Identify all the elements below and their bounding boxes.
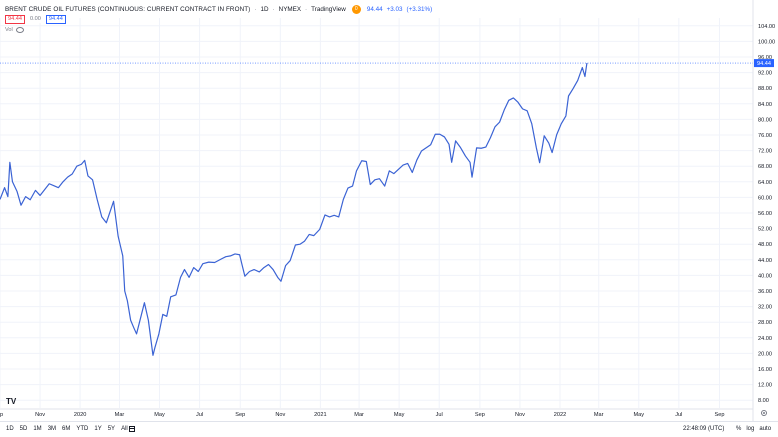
last-price-tag [754, 59, 774, 68]
auto-scale-toggle[interactable]: auto [759, 426, 772, 432]
exchange-label: NYMEX [278, 5, 302, 13]
chart-legend: BRENT CRUDE OIL FUTURES (CONTINUOUS: CUR… [5, 3, 432, 15]
y-tick-label: 104.00 [758, 24, 775, 30]
spread-value: 0.00 [28, 16, 43, 23]
y-tick-label: 100.00 [758, 39, 775, 45]
bottom-toolbar: 1D 5D 1M 3M 6M YTD 1Y 5Y All 22:48:09 (U… [0, 421, 778, 437]
legend-separator: · [305, 5, 308, 13]
time-axis[interactable]: ep Nov 2020 Mar May Jul Sep Nov 2021 Mar May Jul Sep… [0, 408, 753, 418]
y-tick-label: 64.00 [758, 180, 772, 186]
date-range-selector: 1D 5D 1M 3M 6M YTD 1Y 5Y All [6, 426, 128, 432]
range-1m-button[interactable]: 1M [33, 426, 42, 432]
y-tick-label: 8.00 [758, 398, 769, 404]
x-tick-label: Jul [675, 412, 682, 418]
x-tick-label: Sep [235, 412, 245, 418]
eye-icon[interactable] [15, 27, 24, 33]
y-tick-label: 40.00 [758, 273, 772, 279]
x-tick-label: Sep [715, 412, 725, 418]
x-tick-label: 2020 [74, 412, 86, 418]
buy-price-button[interactable]: 94.44 [45, 15, 66, 24]
range-all-button[interactable]: All [121, 426, 128, 432]
y-tick-label: 72.00 [758, 149, 772, 155]
y-tick-label: 96.00 [758, 55, 772, 61]
log-scale-toggle[interactable]: log [746, 426, 755, 432]
y-tick-label: 36.00 [758, 289, 772, 295]
range-1y-button[interactable]: 1Y [94, 426, 102, 432]
y-tick-label: 12.00 [758, 383, 772, 389]
scale-options: % log auto [736, 426, 771, 432]
clock-display[interactable]: 22:48:09 (UTC) [683, 426, 725, 432]
order-boxes: 94.44 0.00 94.44 [5, 15, 66, 24]
x-tick-label: ep [0, 412, 3, 418]
x-tick-label: May [633, 412, 644, 418]
legend-separator: · [272, 5, 275, 13]
y-tick-label: 32.00 [758, 305, 772, 311]
symbol-title[interactable]: BRENT CRUDE OIL FUTURES (CONTINUOUS: CUR… [5, 5, 251, 13]
x-tick-label: May [394, 412, 405, 418]
status-badge[interactable]: 0 [351, 4, 361, 14]
y-tick-label: 76.00 [758, 133, 772, 139]
x-tick-label: Mar [594, 412, 604, 418]
series-layer [0, 62, 588, 356]
volume-label: Vol [5, 27, 13, 33]
x-tick-label: 2021 [314, 412, 326, 418]
y-tick-label: 84.00 [758, 102, 772, 108]
y-tick-label: 28.00 [758, 320, 772, 326]
y-tick-label: 44.00 [758, 258, 772, 264]
y-tick-label: 16.00 [758, 367, 772, 373]
y-tick-label: 88.00 [758, 86, 772, 92]
range-5y-button[interactable]: 5Y [107, 426, 116, 432]
last-price-tag-label: 94.44 [757, 61, 771, 67]
x-tick-label: Nov [515, 412, 525, 418]
y-tick-label: 80.00 [758, 117, 772, 123]
x-tick-label: Jul [196, 412, 203, 418]
y-tick-label: 52.00 [758, 227, 772, 233]
calendar-icon[interactable] [129, 426, 135, 432]
x-tick-label: Nov [35, 412, 45, 418]
x-tick-label: Sep [475, 412, 485, 418]
volume-indicator[interactable]: Vol [5, 27, 24, 33]
range-5d-button[interactable]: 5D [19, 426, 28, 432]
last-price-value: 94.44 [366, 5, 383, 13]
y-tick-label: 48.00 [758, 242, 772, 248]
sell-price-button[interactable]: 94.44 [5, 15, 25, 24]
range-3m-button[interactable]: 3M [47, 426, 57, 432]
x-tick-label: Nov [275, 412, 285, 418]
y-tick-label: 60.00 [758, 195, 772, 201]
x-tick-label: 2022 [554, 412, 566, 418]
last-price-layer: 94.44 [0, 59, 774, 68]
interval-label[interactable]: 1D [260, 5, 269, 13]
legend-separator: · [254, 5, 257, 13]
y-tick-label: 68.00 [758, 164, 772, 170]
gear-icon[interactable] [761, 410, 767, 416]
range-ytd-button[interactable]: YTD [76, 426, 89, 432]
source-label: TradingView [311, 5, 346, 13]
x-tick-label: Mar [115, 412, 125, 418]
y-tick-label: 20.00 [758, 351, 772, 357]
price-change: +3.03 [386, 5, 403, 13]
x-tick-label: Mar [354, 412, 364, 418]
range-6m-button[interactable]: 6M [62, 426, 71, 432]
tradingview-logo: TV [6, 397, 17, 406]
y-tick-label: 92.00 [758, 71, 772, 77]
x-tick-label: May [154, 412, 165, 418]
range-1d-button[interactable]: 1D [6, 426, 14, 432]
price-series-line [0, 62, 588, 356]
chart-grid [0, 18, 753, 408]
y-tick-label: 56.00 [758, 211, 772, 217]
price-change-percent: (+3.31%) [406, 5, 433, 13]
y-tick-label: 24.00 [758, 336, 772, 342]
price-axis[interactable]: 104.00 100.00 96.00 92.00 88.00 84.00 80.00 76.… [752, 0, 775, 421]
percent-scale-toggle[interactable]: % [736, 426, 742, 432]
x-tick-label: Jul [436, 412, 443, 418]
